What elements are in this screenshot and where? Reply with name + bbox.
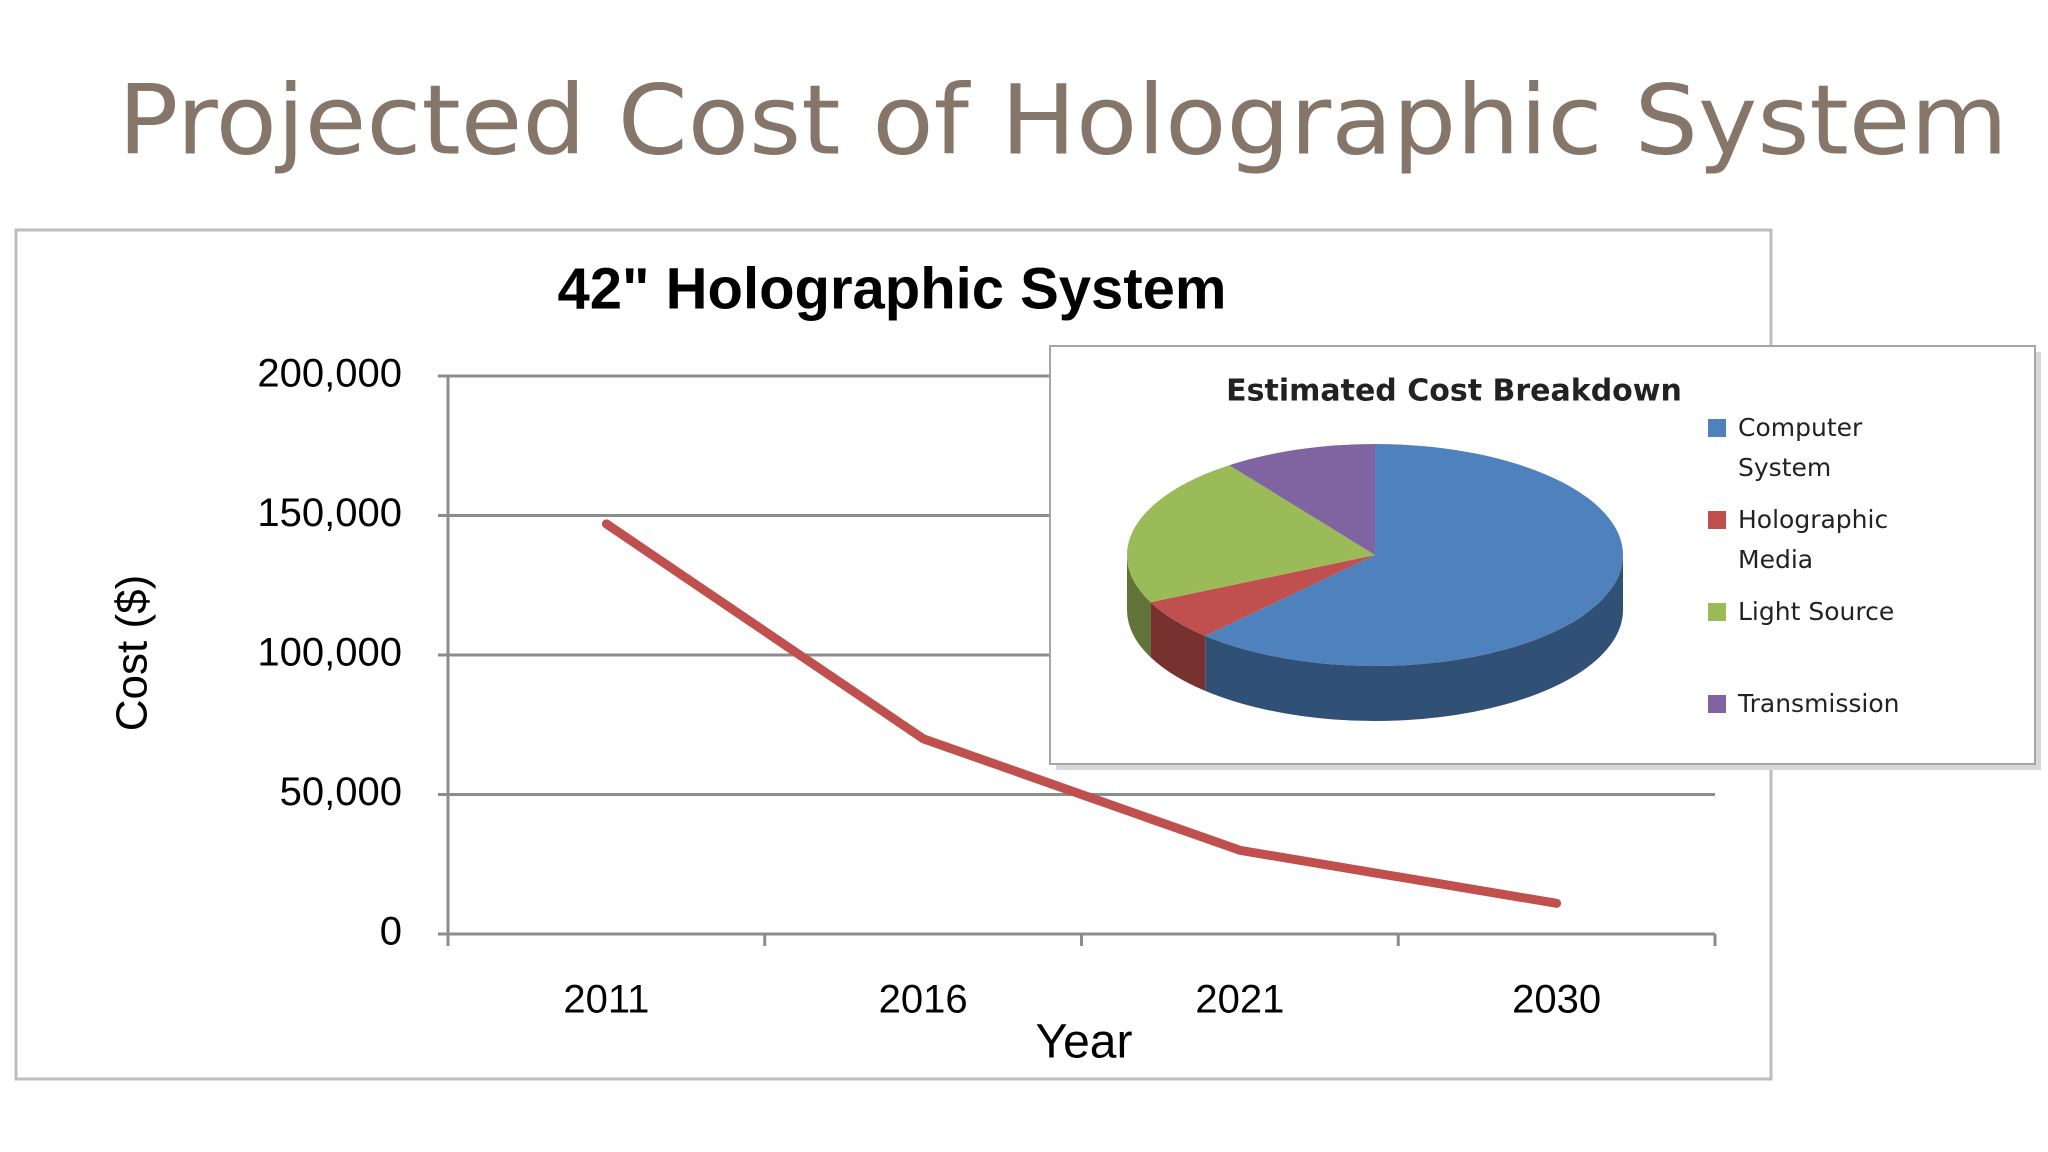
- x-axis-label: Year: [1036, 1016, 1133, 1069]
- pie-slice: [1150, 555, 1375, 636]
- y-tick-label: 150,000: [257, 491, 402, 535]
- legend-label: Transmission: [1738, 689, 1900, 718]
- pie-slice-side: [1205, 555, 1623, 722]
- legend-swatch: [1708, 695, 1726, 713]
- legend-swatch: [1708, 511, 1726, 529]
- legend-swatch: [1708, 603, 1726, 621]
- pie-slice: [1205, 444, 1623, 666]
- pie-slice: [1229, 444, 1375, 555]
- y-tick-label: 100,000: [257, 631, 402, 675]
- data-line: [601, 519, 1562, 908]
- pie-slice-side: [1150, 602, 1206, 691]
- x-tick-label: 2011: [563, 978, 649, 1022]
- x-tick-label: 2021: [1195, 978, 1284, 1022]
- pie-plot: [1127, 444, 1623, 722]
- x-tick-label: 2016: [879, 978, 968, 1022]
- pie-slice-side: [1127, 555, 1151, 658]
- legend-label: Light Source: [1738, 597, 1895, 626]
- y-tick-label: 0: [380, 910, 402, 954]
- pie-slice: [1127, 465, 1375, 603]
- legend-label: Holographic Media: [1738, 505, 1889, 574]
- chart-title: 42" Holographic System: [558, 256, 1227, 321]
- legend-swatch: [1708, 419, 1726, 437]
- legend-item: Holographic Media: [1708, 500, 1908, 580]
- y-tick-label: 50,000: [280, 770, 402, 814]
- slide-title: Projected Cost of Holographic System: [118, 64, 2008, 176]
- y-tick-label: 200,000: [257, 352, 402, 396]
- y-axis-label: Cost ($): [108, 575, 157, 731]
- legend-label: Computer System: [1738, 413, 1863, 482]
- legend-item: Light Source: [1708, 592, 1908, 632]
- pie-title: Estimated Cost Breakdown: [1226, 374, 1682, 409]
- legend-item: Transmission: [1708, 684, 1908, 724]
- legend-item: Computer System: [1708, 408, 1908, 488]
- x-tick-label: 2030: [1512, 978, 1601, 1022]
